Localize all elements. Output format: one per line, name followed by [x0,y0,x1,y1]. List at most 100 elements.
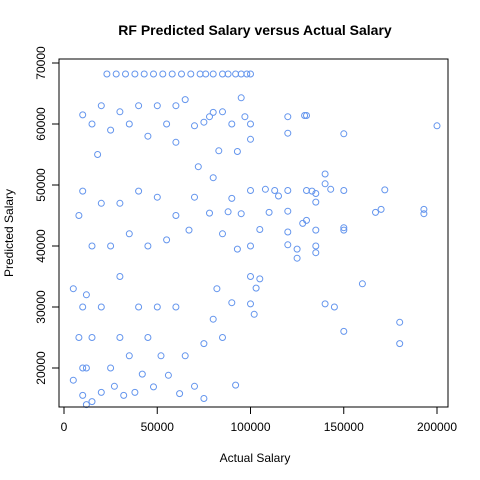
data-point [358,280,366,288]
data-point [153,102,161,110]
data-point [131,388,139,396]
data-point [219,230,226,238]
data-point [178,70,185,78]
data-point [135,303,143,311]
data-point [293,245,301,253]
data-point [247,70,254,78]
data-point [144,132,152,140]
data-point [312,190,320,197]
data-point [163,120,171,128]
data-point [112,70,120,78]
data-point [301,112,309,119]
data-point [138,370,146,378]
data-point [209,174,217,182]
data-point [303,112,310,119]
data-point [327,185,335,193]
data-point [107,242,115,250]
data-point [140,70,148,78]
data-point [265,208,273,216]
data-point [284,241,292,249]
data-point [122,70,129,78]
data-point [164,371,172,379]
data-point [82,401,90,409]
data-point [172,303,180,311]
data-point [312,198,320,206]
data-point [150,383,157,391]
data-point [107,364,115,372]
data-point [433,122,441,130]
data-point [88,334,96,341]
data-point [144,334,152,341]
data-point [206,113,213,121]
data-point [303,187,310,194]
data-point [97,102,105,110]
data-point [340,187,348,194]
data-point [340,226,348,234]
x-tick-label: 100000 [230,420,270,434]
data-point [153,303,161,311]
data-point [299,219,307,227]
data-point [228,194,236,202]
data-points [69,70,441,409]
y-tick-label: 60000 [34,107,48,141]
data-point [209,70,217,78]
data-point [157,352,165,360]
data-point [125,120,133,128]
data-point [194,163,202,171]
data-point [103,70,111,78]
data-point [116,199,124,207]
data-point [206,209,213,217]
data-point [275,192,282,200]
data-point [187,70,195,78]
data-point [79,111,87,119]
data-point [219,334,226,341]
data-point [377,205,385,213]
data-point [79,303,87,311]
data-point [196,70,204,78]
data-point [396,340,404,348]
data-point [312,249,320,257]
data-point [181,352,189,360]
y-axis: 20000 30000 40000 50000 60000 70000 [34,46,60,385]
data-point [233,245,241,253]
data-point [209,108,217,116]
data-point [75,212,83,219]
data-point [185,226,193,234]
data-point [284,113,292,121]
data-point [144,242,152,250]
data-point [116,108,124,116]
data-point [88,398,96,406]
y-tick-label: 40000 [34,229,48,263]
data-point [321,170,329,178]
y-tick-label: 70000 [34,46,48,80]
data-point [261,185,269,193]
data-point [420,210,428,218]
data-point [247,242,254,250]
y-tick-label: 20000 [34,351,48,385]
data-point [330,303,338,311]
data-point [219,70,226,78]
data-point [312,226,320,234]
data-point [250,310,258,318]
chart-title: RF Predicted Salary versus Actual Salary [118,22,392,38]
data-point [233,148,241,155]
data-point [191,382,198,390]
data-point [232,381,240,389]
data-point [247,187,254,194]
data-point [110,382,118,390]
data-point [200,118,208,126]
data-point [168,70,176,78]
data-point [224,208,232,216]
data-point [372,208,379,216]
data-point [181,96,189,104]
data-point [241,113,249,121]
data-point [396,318,404,326]
data-point [116,273,124,280]
data-point [163,236,171,244]
y-tick-label: 50000 [34,168,48,202]
data-point [88,120,96,128]
data-point [107,126,115,134]
x-axis: 0 50000 100000 150000 200000 [61,406,457,434]
data-point [321,180,329,188]
